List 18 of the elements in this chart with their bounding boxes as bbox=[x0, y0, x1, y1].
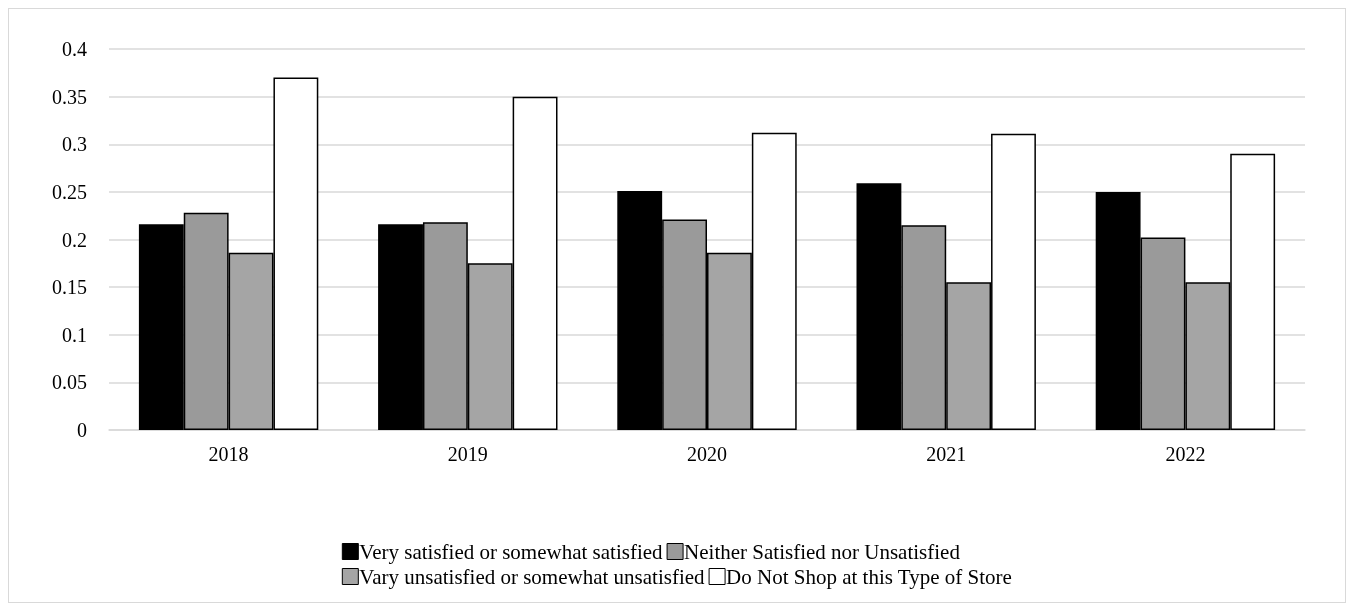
x-tick-label: 2018 bbox=[208, 443, 249, 465]
x-tick-label: 2019 bbox=[447, 443, 488, 465]
legend-label: Vary unsatisfied or somewhat unsatisfied bbox=[359, 564, 706, 589]
y-tick-label: 0.3 bbox=[62, 133, 87, 156]
y-tick-label: 0.15 bbox=[52, 276, 87, 299]
legend-label: Do Not Shop at this Type of Store bbox=[726, 564, 1012, 589]
y-tick-label: 0.25 bbox=[52, 180, 87, 203]
x-tick-label: 2020 bbox=[687, 443, 727, 465]
x-tick-label: 2021 bbox=[926, 443, 967, 465]
x-tick-label: 2022 bbox=[1165, 443, 1206, 465]
legend-label: Neither Satisfied nor Unsatisfied bbox=[684, 539, 961, 564]
y-tick-label: 0 bbox=[77, 419, 87, 441]
y-tick-label: 0.2 bbox=[62, 228, 87, 251]
y-tick-label: 0.4 bbox=[62, 38, 87, 60]
y-tick-label: 0.1 bbox=[62, 323, 87, 346]
y-tick-label: 0.35 bbox=[52, 85, 87, 108]
y-tick-label: 0.05 bbox=[52, 371, 87, 394]
legend-label: Very satisfied or somewhat satisfied bbox=[359, 539, 664, 564]
